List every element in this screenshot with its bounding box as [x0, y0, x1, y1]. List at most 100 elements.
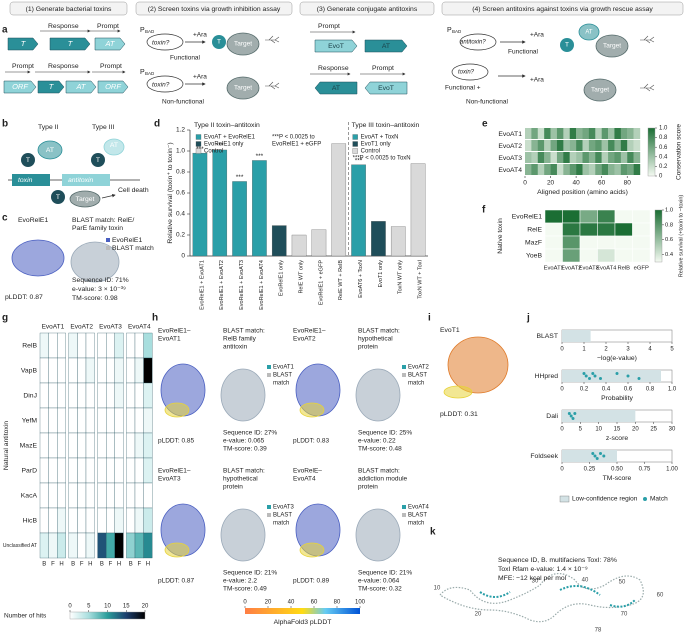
label: Prompt	[318, 23, 340, 30]
heat-cell	[77, 407, 87, 434]
panel-letter: h	[152, 313, 158, 324]
legend-swatch	[559, 495, 570, 503]
label: BAD	[452, 29, 462, 34]
match-point	[593, 374, 597, 378]
heat-cell	[57, 357, 66, 384]
label: BLAST match:	[358, 468, 400, 475]
protein-structure	[355, 368, 401, 422]
heat-cell	[77, 382, 87, 409]
row-label: MazE	[20, 442, 38, 449]
heat-cell	[143, 432, 153, 459]
match-point	[591, 372, 595, 375]
label: Sequence ID: 25%	[358, 430, 412, 437]
heat-cell	[39, 382, 49, 409]
match-point	[595, 457, 599, 460]
legend-swatch	[106, 246, 110, 250]
heat-cell	[582, 152, 590, 163]
heat-cell	[143, 382, 153, 409]
x-tick-label: 20	[632, 427, 639, 433]
label: TM-score: 0.98	[72, 295, 118, 302]
toxin-shape	[560, 38, 574, 52]
protein-structure	[164, 402, 190, 418]
heat-cell	[85, 532, 95, 559]
match-point	[615, 372, 619, 375]
column-label: EvoAT1	[544, 266, 564, 272]
heat-cell	[576, 164, 583, 175]
heat-cell	[106, 407, 115, 434]
heat-cell	[597, 235, 616, 250]
heat-cell	[588, 164, 596, 175]
label: Type II	[38, 124, 59, 131]
heat-cell	[114, 357, 124, 384]
label: Prompt	[12, 63, 34, 70]
heat-cell	[562, 248, 581, 263]
heat-cell	[97, 457, 107, 484]
x-tick-label: 3	[626, 347, 630, 353]
x-tick-label: 40	[572, 180, 580, 187]
legend-swatch	[352, 134, 358, 140]
significance: ***	[236, 174, 244, 181]
label: hypothetical	[358, 336, 393, 343]
heat-cell	[544, 152, 551, 163]
colorbar-tick-label: 0.4	[659, 154, 668, 160]
legend-swatch	[352, 141, 358, 147]
heat-cell	[39, 507, 49, 534]
heat-cell	[544, 235, 563, 250]
match-point	[567, 412, 571, 415]
group-label: EvoAT3	[99, 324, 122, 331]
row-label: HicB	[23, 517, 38, 524]
x-tick-label: 30	[669, 427, 676, 433]
heat-cell	[588, 128, 596, 139]
protein-structure	[447, 336, 509, 394]
heat-cell	[39, 482, 49, 509]
heat-cell	[106, 382, 115, 409]
heat-cell	[48, 482, 58, 509]
x-tick-label: 0.8	[646, 387, 655, 393]
label: pLDDT: 0.83	[293, 438, 330, 445]
heat-cell	[531, 152, 538, 163]
row-label: ParD	[22, 467, 38, 474]
protein-structure	[11, 239, 65, 277]
label: P	[140, 27, 145, 34]
label: AT	[585, 30, 593, 36]
heat-cell	[114, 382, 124, 409]
label: EvoRelE–	[293, 468, 322, 475]
label: 50	[619, 580, 626, 586]
legend-swatch	[267, 373, 271, 377]
gene	[314, 39, 358, 53]
legend-label: EvoAT + EvoRelE1	[204, 135, 256, 141]
heat-cell	[556, 140, 564, 151]
label: T	[21, 39, 27, 48]
step-title: (1) Generate bacterial toxins	[26, 6, 112, 13]
protein-structure	[355, 508, 401, 562]
heat-cell	[614, 235, 633, 250]
column-label: EvoAT4	[596, 266, 617, 272]
bar	[291, 234, 307, 257]
column-label: B	[42, 562, 46, 568]
label: BLAST match:	[223, 328, 265, 335]
significance: ***	[216, 143, 224, 150]
label: pLDDT: 0.87	[5, 294, 43, 301]
label: ParE family toxin	[72, 225, 123, 232]
heat-cell	[614, 209, 633, 224]
legend-swatch	[643, 497, 647, 501]
match-point	[588, 377, 591, 380]
colorbar-tick-label: 100	[355, 600, 366, 606]
heat-cell	[550, 128, 558, 139]
label: +Ara	[530, 77, 544, 84]
plasmid	[459, 33, 497, 51]
heat-cell	[85, 457, 95, 484]
heat-cell	[57, 432, 66, 459]
label: antitoxin	[223, 344, 248, 351]
legend-swatch	[195, 134, 202, 140]
label: Prompt	[97, 23, 119, 30]
heat-cell	[595, 164, 602, 175]
panel-letter: a	[2, 25, 8, 36]
match-point	[599, 452, 602, 455]
gene	[94, 37, 126, 51]
heat-cell	[579, 209, 598, 224]
label: EvoAT3	[273, 505, 295, 511]
heat-cell	[608, 164, 615, 175]
legend-swatch	[402, 373, 406, 377]
